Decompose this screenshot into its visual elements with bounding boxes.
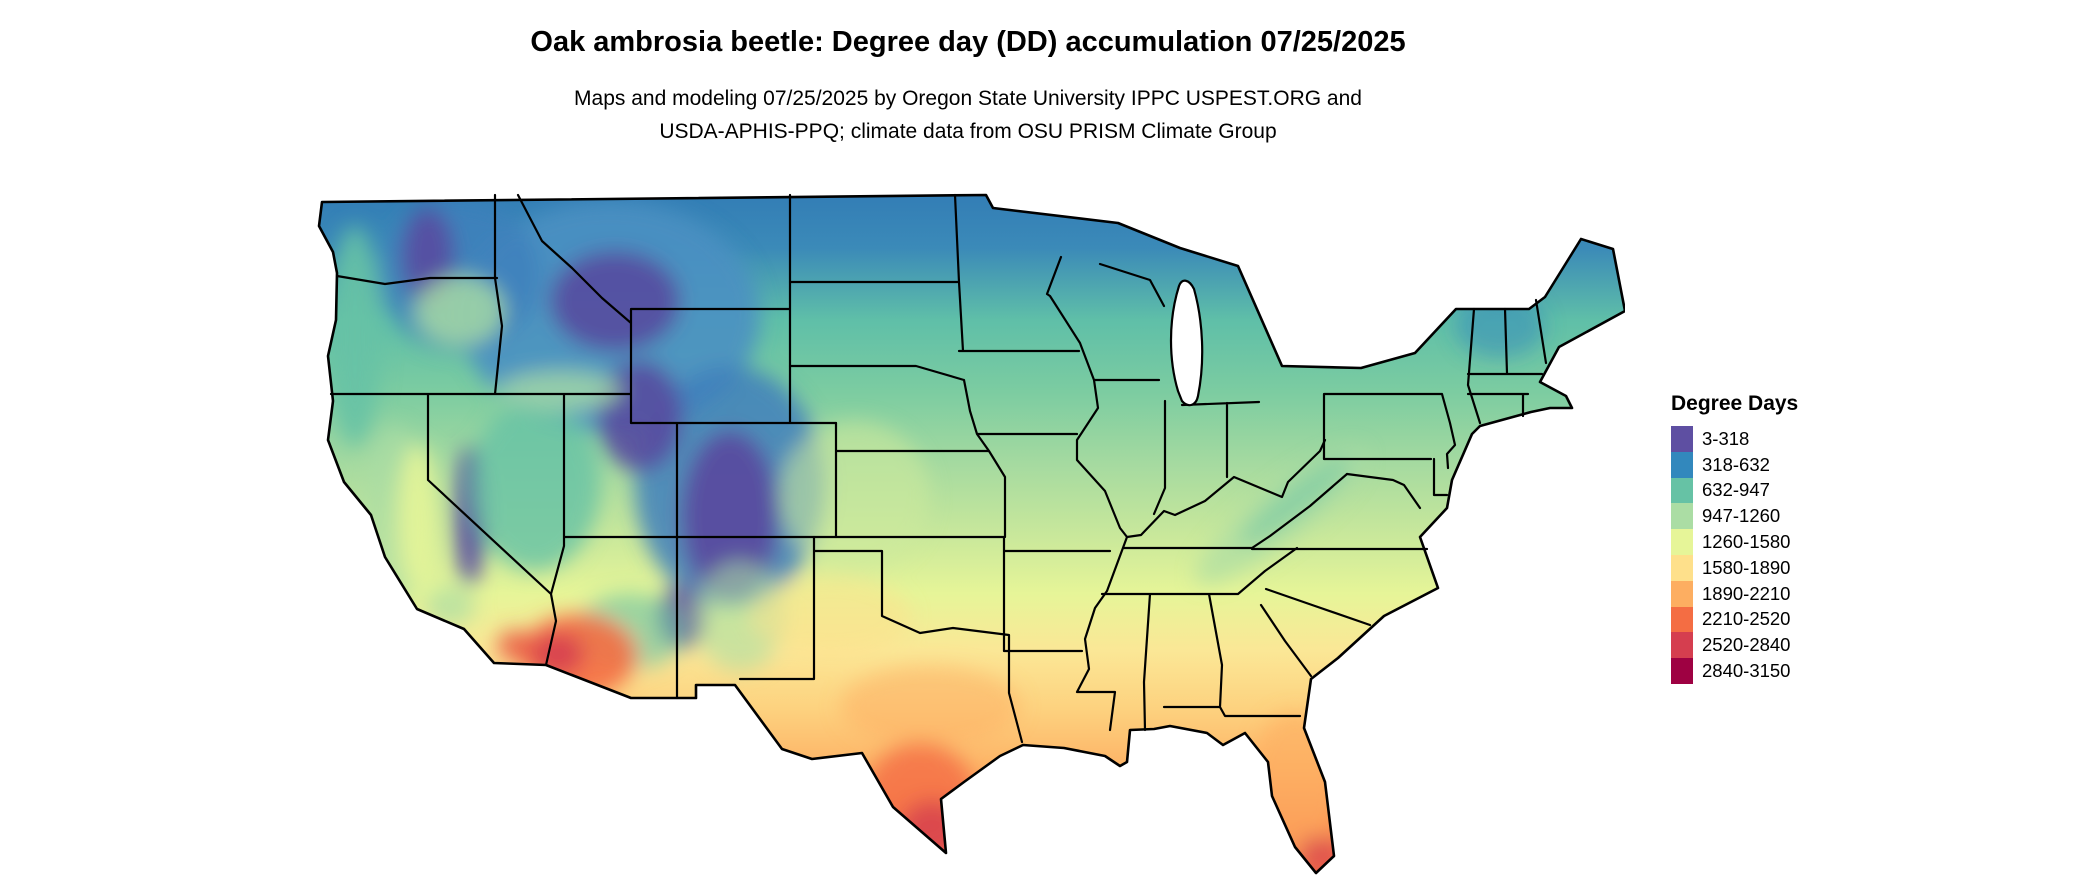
state-borders-northeast bbox=[1322, 298, 1548, 510]
legend-row: 3-318 bbox=[1671, 426, 1798, 452]
legend-swatch bbox=[1671, 426, 1693, 452]
legend-swatch bbox=[1671, 451, 1693, 478]
legend-swatch bbox=[1671, 554, 1693, 581]
map-subtitle: Maps and modeling 07/25/2025 by Oregon S… bbox=[0, 82, 1936, 148]
degree-days-legend: Degree Days 3-318 318-632 632-947 947-12… bbox=[1671, 392, 1798, 684]
legend-rows: 3-318 318-632 632-947 947-1260 1260-1580… bbox=[1671, 426, 1798, 684]
us-outline bbox=[317, 193, 1625, 875]
legend-label: 1890-2210 bbox=[1702, 582, 1791, 604]
map-title: Oak ambrosia beetle: Degree day (DD) acc… bbox=[530, 26, 1406, 58]
legend-swatch bbox=[1671, 580, 1693, 607]
legend-label: 1260-1580 bbox=[1702, 531, 1791, 553]
legend-row: 2210-2520 bbox=[1671, 606, 1798, 633]
legend-label: 947-1260 bbox=[1702, 505, 1781, 527]
state-borders-plains bbox=[738, 193, 1112, 744]
state-borders-southeast bbox=[1100, 472, 1429, 732]
legend-label: 2520-2840 bbox=[1702, 634, 1791, 656]
legend-title: Degree Days bbox=[1671, 392, 1799, 415]
legend-label: 3-318 bbox=[1702, 427, 1750, 449]
legend-row: 1260-1580 bbox=[1671, 529, 1798, 555]
us-degree-day-map bbox=[317, 193, 1625, 875]
legend-swatch bbox=[1671, 632, 1693, 659]
legend-swatch bbox=[1671, 503, 1693, 530]
legend-label: 1580-1890 bbox=[1702, 556, 1791, 578]
legend-swatch bbox=[1671, 658, 1693, 684]
legend-row: 318-632 bbox=[1671, 451, 1798, 478]
legend-row: 2840-3150 bbox=[1671, 658, 1798, 684]
legend-row: 1890-2210 bbox=[1671, 580, 1798, 607]
map-subtitle-line2: USDA-APHIS-PPQ; climate data from OSU PR… bbox=[659, 120, 1277, 143]
legend-row: 2520-2840 bbox=[1671, 632, 1798, 659]
legend-swatch bbox=[1671, 606, 1693, 633]
legend-label: 2210-2520 bbox=[1702, 608, 1791, 630]
legend-swatch bbox=[1671, 477, 1693, 504]
state-borders-west bbox=[329, 193, 1006, 700]
legend-label: 2840-3150 bbox=[1702, 660, 1791, 682]
legend-label: 632-947 bbox=[1702, 479, 1770, 501]
state-borders-midwest bbox=[1045, 255, 1327, 732]
lake-michigan bbox=[1169, 279, 1204, 407]
legend-label: 318-632 bbox=[1702, 453, 1770, 475]
legend-row: 632-947 bbox=[1671, 477, 1798, 504]
legend-swatch bbox=[1671, 529, 1693, 555]
legend-row: 1580-1890 bbox=[1671, 554, 1798, 581]
legend-row: 947-1260 bbox=[1671, 503, 1798, 530]
map-subtitle-line1: Maps and modeling 07/25/2025 by Oregon S… bbox=[574, 87, 1362, 110]
